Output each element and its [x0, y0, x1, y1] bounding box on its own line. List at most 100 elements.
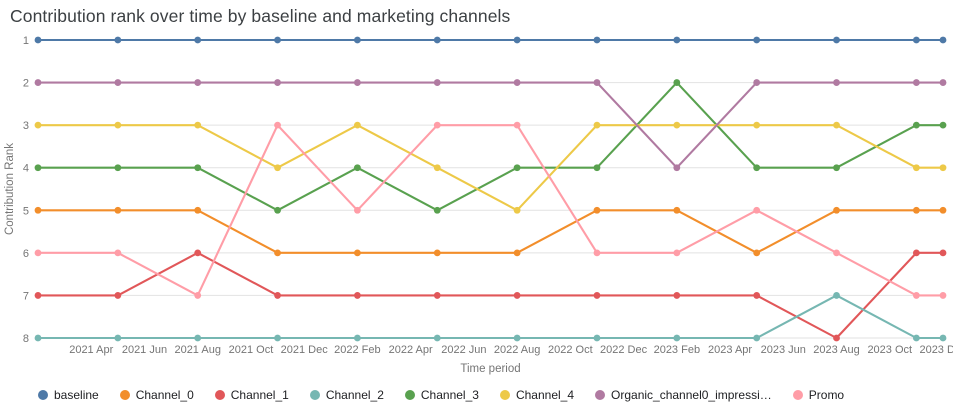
data-point-organic-channel0-impressi — [593, 79, 601, 86]
legend-item-channel-2[interactable]: Channel_2 — [309, 388, 384, 402]
data-point-channel-3 — [939, 121, 947, 129]
data-point-channel-1 — [433, 292, 441, 299]
data-point-baseline — [833, 36, 840, 44]
legend-marker-icon — [499, 390, 510, 400]
data-point-channel-0 — [833, 206, 840, 214]
data-point-promo — [673, 249, 681, 257]
data-point-baseline — [753, 36, 761, 44]
data-point-channel-2 — [753, 334, 761, 342]
data-point-channel-3 — [593, 164, 601, 172]
data-point-channel-1 — [34, 292, 42, 299]
data-point-channel-0 — [114, 206, 122, 214]
y-tick-label: 6 — [23, 248, 29, 260]
data-point-baseline — [114, 36, 122, 44]
series-line-channel-0 — [36, 209, 945, 254]
data-point-channel-0 — [433, 249, 441, 257]
data-point-channel-0 — [194, 206, 202, 214]
legend-marker-icon — [38, 390, 48, 400]
data-point-promo — [354, 206, 361, 214]
legend-label: Channel_2 — [325, 388, 384, 402]
x-tick-label: 2022 Dec — [600, 344, 648, 356]
data-point-channel-2 — [673, 334, 681, 342]
data-point-channel-3 — [912, 121, 920, 129]
data-point-channel-0 — [513, 249, 521, 257]
data-point-organic-channel0-impressi — [34, 79, 42, 86]
data-point-channel-2 — [833, 292, 840, 299]
data-point-baseline — [34, 36, 42, 44]
data-point-baseline — [673, 36, 681, 44]
legend-item-channel-1[interactable]: Channel_1 — [214, 388, 289, 402]
data-point-channel-0 — [34, 206, 42, 214]
data-point-channel-2 — [274, 334, 281, 342]
data-point-organic-channel0-impressi — [912, 79, 920, 86]
data-point-channel-4 — [753, 121, 761, 129]
legend-label: Channel_4 — [515, 388, 575, 402]
data-point-channel-1 — [833, 334, 840, 342]
data-point-organic-channel0-impressi — [833, 79, 840, 86]
data-point-channel-3 — [34, 164, 42, 172]
data-point-promo — [593, 249, 601, 257]
y-tick-label: 7 — [23, 290, 29, 302]
legend: baseline Channel_0 Channel_1 Channel_2 Chann… — [38, 388, 844, 402]
x-axis-title: Time period — [460, 363, 521, 375]
y-axis-title: Contribution Rank — [4, 142, 16, 236]
data-point-channel-4 — [673, 121, 681, 129]
data-point-channel-1 — [114, 292, 122, 299]
data-point-baseline — [939, 36, 947, 44]
plot-canvas[interactable]: 1 2 3 4 5 6 7 8 2021 Apr 2021 Jun 2021 Aug 2021 Oct… — [0, 0, 953, 380]
data-point-baseline — [593, 36, 601, 44]
data-point-baseline — [912, 36, 920, 44]
data-point-channel-4 — [194, 121, 202, 129]
data-point-channel-1 — [673, 292, 681, 299]
data-point-organic-channel0-impressi — [194, 79, 202, 86]
data-point-channel-2 — [114, 334, 122, 342]
legend-marker-icon — [595, 390, 606, 400]
data-point-channel-2 — [354, 334, 361, 342]
y-tick-label: 8 — [23, 333, 29, 345]
legend-item-organic-channel0-impressi[interactable]: Organic_channel0_impressi… — [595, 388, 772, 402]
legend-label: Channel_0 — [135, 388, 194, 402]
x-tick-label: 2021 Apr — [69, 344, 113, 356]
data-point-channel-2 — [194, 334, 202, 342]
data-point-promo — [433, 121, 441, 129]
x-tick-label: 2023 Jun — [761, 344, 806, 356]
data-point-channel-1 — [513, 292, 521, 299]
data-point-organic-channel0-impressi — [114, 79, 122, 86]
data-point-channel-3 — [433, 206, 441, 214]
legend-marker-icon — [404, 390, 415, 400]
data-point-organic-channel0-impressi — [274, 79, 281, 86]
x-tick-label: 2022 Aug — [494, 344, 541, 356]
data-point-channel-2 — [513, 334, 521, 342]
legend-item-baseline[interactable]: baseline — [38, 388, 99, 402]
legend-item-channel-3[interactable]: Channel_3 — [404, 388, 479, 402]
data-point-baseline — [433, 36, 441, 44]
data-point-promo — [34, 249, 42, 257]
data-point-channel-1 — [753, 292, 761, 299]
data-point-promo — [753, 206, 761, 214]
x-tick-label: 2021 Jun — [122, 344, 167, 356]
data-point-organic-channel0-impressi — [673, 164, 681, 172]
data-point-channel-2 — [593, 334, 601, 342]
data-point-channel-2 — [912, 334, 920, 342]
series-line-channel-3 — [36, 81, 945, 212]
legend-item-channel-0[interactable]: Channel_0 — [119, 388, 194, 402]
data-point-promo — [912, 292, 920, 299]
data-point-baseline — [194, 36, 202, 44]
data-point-channel-3 — [274, 206, 281, 214]
x-tick-label: 2022 Feb — [334, 344, 380, 356]
data-point-channel-4 — [34, 121, 42, 129]
x-tick-label: 2022 Jun — [441, 344, 486, 356]
x-tick-label: 2023 Oct — [867, 344, 912, 356]
data-point-channel-1 — [593, 292, 601, 299]
legend-label: Promo — [808, 388, 845, 402]
data-point-channel-3 — [753, 164, 761, 172]
data-point-baseline — [513, 36, 521, 44]
y-tick-label: 2 — [23, 78, 29, 90]
data-point-channel-4 — [274, 164, 281, 172]
legend-label: Channel_1 — [230, 388, 289, 402]
data-point-channel-4 — [433, 164, 441, 172]
legend-marker-icon — [792, 390, 803, 400]
legend-item-promo[interactable]: Promo — [792, 388, 845, 402]
legend-item-channel-4[interactable]: Channel_4 — [499, 388, 575, 402]
chart-title: Contribution rank over time by baseline … — [10, 6, 511, 26]
